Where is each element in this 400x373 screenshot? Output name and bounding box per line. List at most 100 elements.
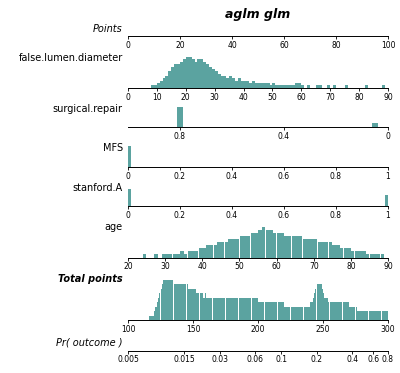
Bar (363, 311, 364, 320)
Bar (320, 284, 322, 320)
Bar (197, 59, 200, 88)
Bar (209, 66, 212, 88)
Bar (169, 254, 172, 257)
Bar (174, 284, 175, 320)
Bar (327, 298, 328, 320)
Bar (162, 254, 165, 257)
Bar (336, 303, 337, 320)
Bar (262, 227, 265, 257)
Bar (240, 298, 241, 320)
Bar (188, 289, 189, 320)
Bar (236, 239, 239, 257)
Bar (284, 85, 287, 88)
Bar (221, 242, 224, 257)
Bar (264, 303, 266, 320)
Bar (184, 254, 187, 257)
Bar (201, 293, 202, 320)
Bar (233, 298, 234, 320)
Bar (280, 233, 284, 257)
Bar (202, 293, 203, 320)
Bar (365, 311, 366, 320)
Bar (348, 303, 349, 320)
Bar (344, 248, 347, 257)
Bar (357, 311, 358, 320)
Bar (160, 289, 162, 320)
Bar (204, 298, 205, 320)
Bar (344, 85, 348, 88)
Bar (203, 62, 206, 88)
Bar (185, 284, 186, 320)
Bar (362, 251, 366, 257)
Bar (332, 303, 333, 320)
Bar (283, 303, 284, 320)
Bar (274, 303, 275, 320)
Bar (218, 298, 219, 320)
Text: Total points: Total points (58, 274, 123, 283)
Bar (279, 303, 280, 320)
Bar (254, 233, 258, 257)
Bar (222, 298, 223, 320)
Bar (302, 307, 304, 320)
Bar (273, 233, 276, 257)
Bar (251, 233, 254, 257)
Bar (290, 85, 293, 88)
Bar (259, 303, 260, 320)
Bar (387, 311, 388, 320)
Bar (149, 316, 150, 320)
Bar (280, 303, 281, 320)
Bar (178, 284, 179, 320)
Bar (323, 293, 324, 320)
Bar (210, 298, 211, 320)
Bar (284, 307, 285, 320)
Bar (319, 284, 320, 320)
Bar (278, 303, 279, 320)
Bar (316, 85, 319, 88)
Bar (194, 289, 196, 320)
Bar (192, 59, 194, 88)
Bar (256, 298, 257, 320)
Bar (303, 239, 306, 257)
Bar (298, 307, 300, 320)
Bar (270, 303, 271, 320)
Bar (325, 242, 328, 257)
Bar (285, 307, 286, 320)
Bar (154, 254, 158, 257)
Bar (290, 307, 292, 320)
Bar (299, 236, 302, 257)
Bar (238, 298, 240, 320)
Bar (226, 78, 229, 88)
Bar (281, 85, 284, 88)
Bar (384, 311, 385, 320)
Bar (266, 230, 269, 257)
Bar (292, 85, 296, 88)
Bar (193, 289, 194, 320)
Bar (258, 303, 259, 320)
Bar (217, 242, 221, 257)
Bar (150, 316, 151, 320)
Bar (220, 76, 224, 88)
Bar (223, 298, 224, 320)
Bar (183, 59, 186, 88)
Bar (306, 239, 310, 257)
Bar (310, 303, 311, 320)
Bar (266, 303, 267, 320)
Bar (253, 298, 254, 320)
Bar (179, 284, 180, 320)
Bar (341, 303, 342, 320)
Bar (162, 284, 163, 320)
Bar (372, 123, 378, 127)
Bar (180, 284, 181, 320)
Bar (190, 289, 192, 320)
Bar (349, 307, 350, 320)
Bar (210, 245, 213, 257)
Bar (366, 254, 369, 257)
Bar (361, 311, 362, 320)
Bar (238, 78, 241, 88)
Bar (197, 293, 198, 320)
Bar (314, 239, 317, 257)
Bar (385, 195, 391, 206)
Bar (246, 298, 248, 320)
Bar (332, 245, 336, 257)
Bar (177, 107, 183, 127)
Bar (172, 280, 174, 320)
